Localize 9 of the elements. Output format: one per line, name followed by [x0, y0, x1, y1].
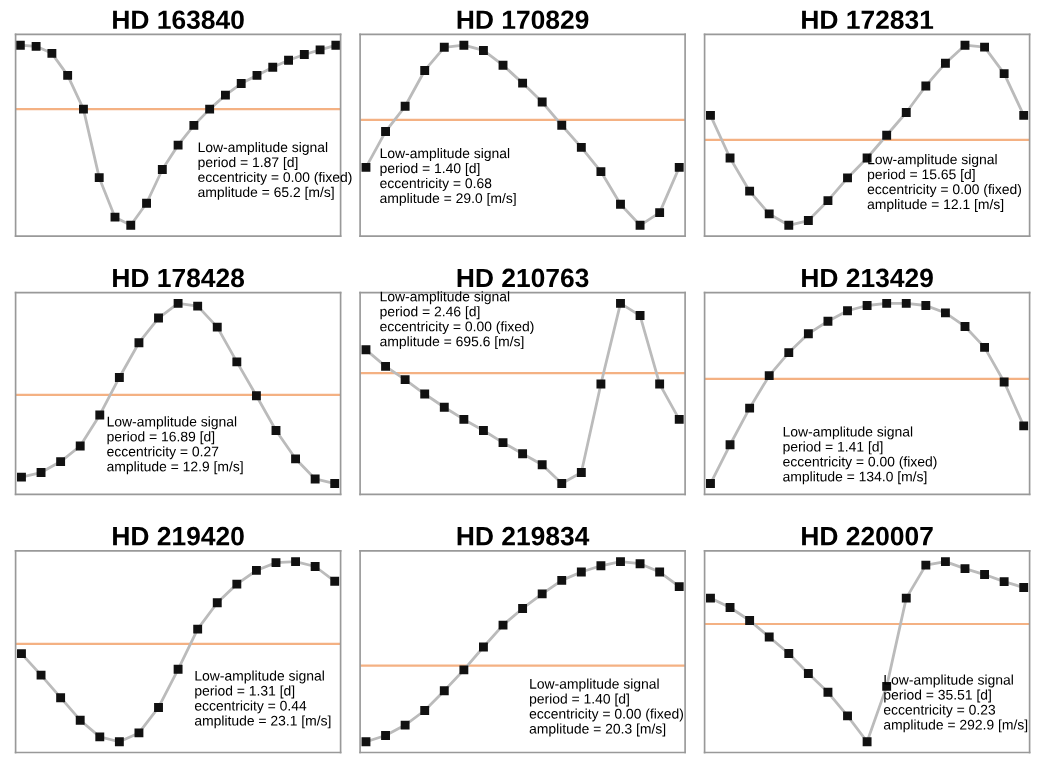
chart-title: HD 172831: [802, 10, 934, 30]
chart-title: HD 220007: [802, 526, 933, 546]
chart-title: HD 170829: [457, 10, 589, 30]
chart-title: HD 163840: [113, 10, 244, 30]
chart-title: HD 219834: [457, 526, 590, 546]
chart-title: HD 210763: [457, 268, 589, 288]
chart-title: HD 178428: [113, 268, 245, 288]
chart-title: HD 213429: [802, 268, 933, 288]
chart-title: HD 219420: [113, 526, 244, 546]
